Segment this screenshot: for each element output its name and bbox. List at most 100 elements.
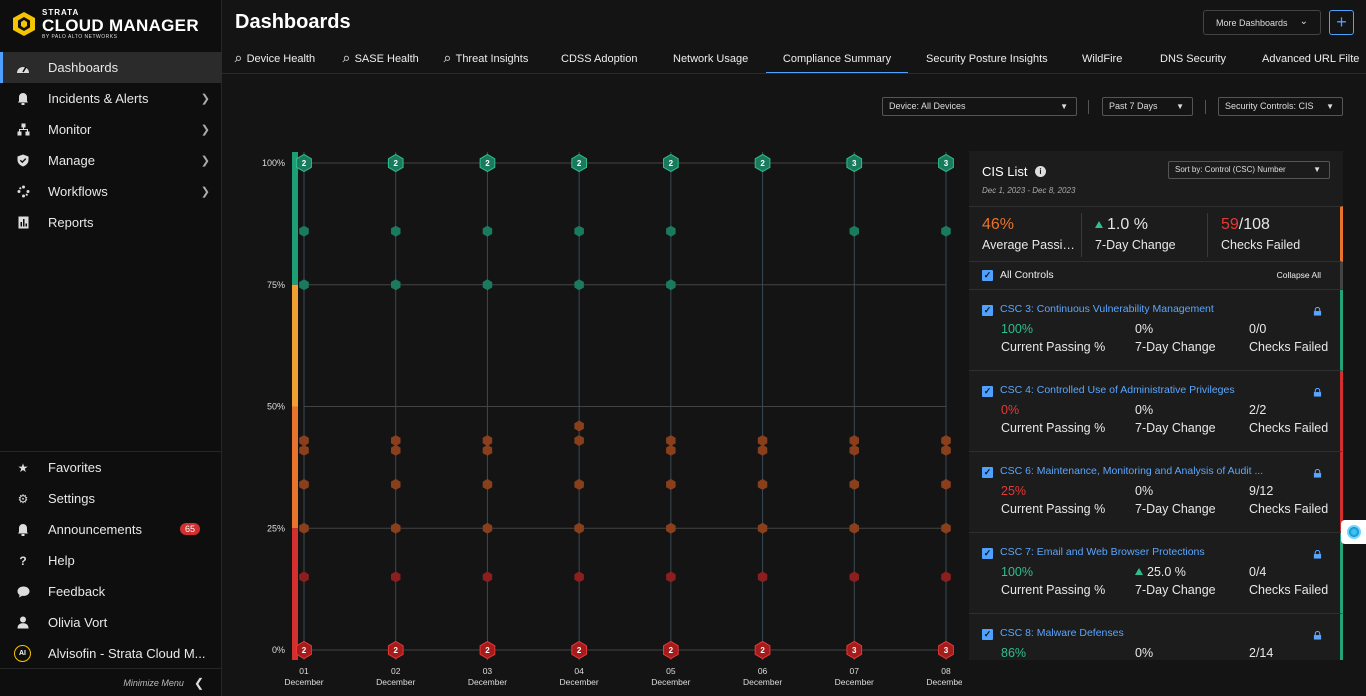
change-value-text: 1.0 % [1107, 216, 1148, 233]
data-point [299, 571, 309, 583]
average-passing-value: 46% [982, 216, 1015, 233]
sort-dropdown[interactable]: Sort by: Control (CSC) Number ▼ [1168, 161, 1330, 179]
tab-sase-health[interactable]: ⚲ SASE Health [340, 45, 419, 73]
control-change-label: 7-Day Change [1135, 340, 1216, 354]
tab-device-health[interactable]: ⚲ Device Health [232, 45, 315, 73]
control-row[interactable]: ✓ CSC 4: Controlled Use of Administrative… [969, 371, 1343, 452]
cis-list-panel: CIS List i Dec 1, 2023 - Dec 8, 2023 Sor… [969, 151, 1343, 660]
compliance-trend-chart: 100%75%50%25%0%01December02December03Dec… [262, 152, 962, 687]
control-passing-label: Current Passing % [1001, 502, 1106, 516]
data-point [482, 444, 493, 456]
count-marker-top [387, 153, 404, 173]
x-tick-label: 08 [941, 666, 951, 676]
tab-threat-insights[interactable]: ⚲ Threat Insights [441, 45, 529, 73]
brand-logo[interactable]: STRATA CLOUD MANAGER BY PALO ALTO NETWOR… [12, 7, 199, 40]
tab-security-posture-insights[interactable]: Security Posture Insights [926, 45, 1048, 73]
nav-item-dashboards[interactable]: Dashboards [0, 52, 222, 83]
more-dashboards-dropdown[interactable]: More Dashboards ⌄ [1203, 10, 1321, 35]
data-point [666, 279, 676, 291]
secondary-nav: ★ Favorites ⚙ Settings Announcements 65 … [0, 451, 222, 669]
announcements-count-badge: 65 [180, 523, 201, 535]
security-controls-dropdown[interactable]: Security Controls: CIS ▼ [1218, 97, 1343, 116]
nav-item-manage[interactable]: Manage ❯ [0, 145, 222, 176]
control-row[interactable]: ✓ CSC 7: Email and Web Browser Protection… [969, 533, 1343, 614]
count-marker-bottom [387, 640, 404, 660]
control-row[interactable]: ✓ CSC 6: Maintenance, Monitoring and Anal… [969, 452, 1343, 533]
device-filter-dropdown[interactable]: Device: All Devices ▼ [882, 97, 1077, 116]
control-title-link[interactable]: CSC 3: Continuous Vulnerability Manageme… [1000, 303, 1214, 315]
summary-checks-failed: 59/108 Checks Failed [1221, 207, 1331, 263]
tab-cdss-adoption[interactable]: CDSS Adoption [561, 45, 638, 73]
control-passing-value: 25% [1001, 484, 1027, 498]
status-band-segment [292, 528, 298, 660]
workflow-icon [16, 185, 30, 199]
y-tick-label: 50% [267, 402, 285, 412]
nav-item-reports[interactable]: Reports [0, 207, 222, 238]
control-row[interactable]: ✓ CSC 3: Continuous Vulnerability Managem… [969, 290, 1343, 371]
control-title-link[interactable]: CSC 6: Maintenance, Monitoring and Analy… [1000, 465, 1264, 477]
minimize-menu-button[interactable]: Minimize Menu ❮ [0, 668, 222, 696]
nav-item-settings[interactable]: ⚙ Settings [0, 483, 222, 514]
nav-item-tenant[interactable]: AI Alvisofin - Strata Cloud M... [0, 638, 222, 669]
nav-item-workflows[interactable]: Workflows ❯ [0, 176, 222, 207]
control-row[interactable]: ✓CSC 8: Malware Defenses86%0%2/14Current… [969, 614, 1343, 660]
data-point [941, 225, 951, 237]
nav-item-label: Alvisofin - Strata Cloud M... [48, 646, 206, 661]
data-point [482, 225, 493, 237]
assistant-launcher-button[interactable] [1341, 520, 1366, 544]
count-marker-bottom [479, 640, 496, 660]
nav-item-monitor[interactable]: Monitor ❯ [0, 114, 222, 145]
data-point [849, 435, 859, 447]
x-tick-label: 07 [850, 666, 860, 676]
data-point [391, 279, 401, 291]
x-tick-label: 06 [758, 666, 768, 676]
tab-compliance-summary[interactable]: Compliance Summary [766, 45, 908, 73]
nav-item-label: Olivia Vort [48, 615, 108, 630]
control-title-link[interactable]: CSC 8: Malware Defenses [1000, 627, 1124, 639]
time-range-dropdown[interactable]: Past 7 Days ▼ [1102, 97, 1193, 116]
control-checkbox[interactable]: ✓ [982, 548, 993, 559]
control-title-link[interactable]: CSC 7: Email and Web Browser Protections [1000, 546, 1205, 558]
control-title-link[interactable]: CSC 4: Controlled Use of Administrative … [1000, 384, 1235, 396]
nav-item-announcements[interactable]: Announcements 65 [0, 514, 222, 545]
dashboard-tabs: ⚲ Device Health ⚲ SASE Health ⚲ Threat Insi… [222, 45, 1366, 74]
checks-failed-label: Checks Failed [1221, 238, 1301, 252]
collapse-all-button[interactable]: Collapse All [1276, 270, 1321, 280]
control-checkbox[interactable]: ✓ [982, 629, 993, 640]
control-checkbox[interactable]: ✓ [982, 386, 993, 397]
tab-wildfire[interactable]: WildFire [1082, 45, 1122, 73]
x-tick-sublabel: December [376, 677, 415, 687]
tab-network-usage[interactable]: Network Usage [673, 45, 748, 73]
control-checkbox[interactable]: ✓ [982, 305, 993, 316]
x-tick-sublabel: December [926, 677, 962, 687]
control-change-text: 0% [1135, 322, 1154, 336]
x-tick-sublabel: December [560, 677, 599, 687]
data-point [391, 478, 401, 490]
control-checks-value: 0/0 [1249, 322, 1267, 336]
control-change-label: 7-Day Change [1135, 502, 1216, 516]
tab-label: Threat Insights [455, 53, 529, 65]
x-tick-sublabel: December [743, 677, 782, 687]
nav-item-label: Dashboards [48, 60, 119, 75]
nav-item-help[interactable]: ? Help [0, 545, 222, 576]
tab-advanced-url-filtering[interactable]: Advanced URL Filte [1262, 45, 1359, 73]
count-marker-top [479, 153, 496, 173]
count-marker-top-label: 2 [393, 159, 398, 168]
control-checkbox[interactable]: ✓ [982, 467, 993, 478]
brand-line-3: BY PALO ALTO NETWORKS [42, 33, 118, 40]
info-icon[interactable]: i [1035, 166, 1046, 177]
brand-line-1: STRATA [42, 7, 80, 17]
chevron-down-icon: ▼ [1326, 102, 1334, 111]
all-controls-checkbox[interactable]: ✓ [982, 270, 993, 281]
brand-line-2: CLOUD MANAGER [42, 15, 199, 35]
nav-item-incidents[interactable]: Incidents & Alerts ❯ [0, 83, 222, 114]
tab-label: CDSS Adoption [561, 53, 638, 65]
tab-dns-security[interactable]: DNS Security [1160, 45, 1226, 73]
data-point [482, 435, 493, 447]
nav-item-user-profile[interactable]: Olivia Vort [0, 607, 222, 638]
nav-item-feedback[interactable]: Feedback [0, 576, 222, 607]
add-dashboard-button[interactable]: + [1329, 10, 1354, 35]
data-point [299, 444, 309, 456]
nav-item-favorites[interactable]: ★ Favorites [0, 452, 222, 483]
